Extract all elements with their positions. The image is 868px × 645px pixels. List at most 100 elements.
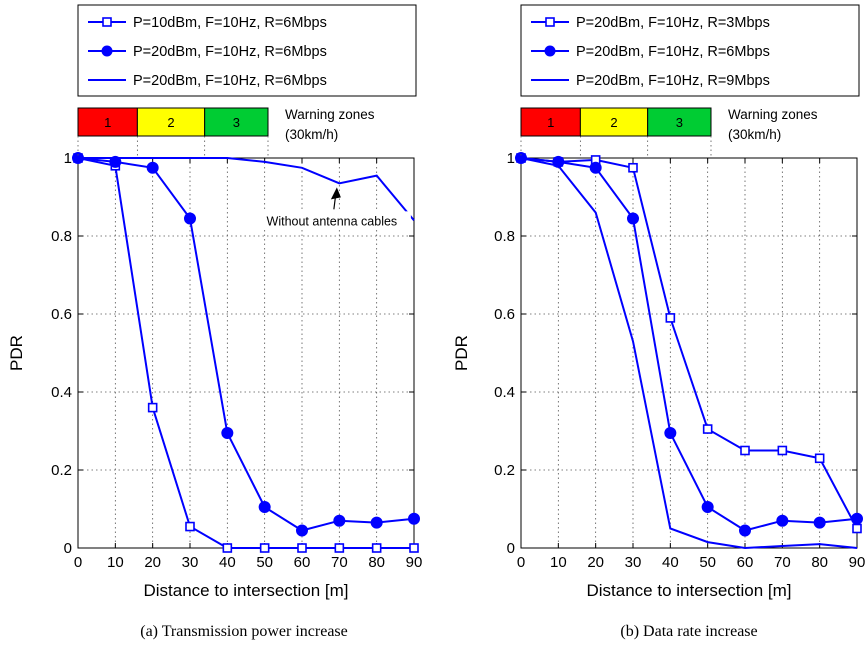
warning-zone-2 — [579, 107, 649, 137]
series-line — [78, 157, 415, 222]
data-point-circle — [776, 514, 789, 527]
chart-panel-a: 0 10 20 30 40 50 60 70 80 90 0 0.2 0.4 0.6 0.8 1 Without… — [7, 4, 423, 640]
data-point-square — [371, 543, 382, 553]
y-tick-label: 0.2 — [51, 462, 72, 479]
data-point-circle — [184, 212, 196, 225]
chart-panel-b: 0 10 20 30 40 50 60 70 80 90 0 0.2 0.4 0.6 0.8 1 1 2 3 Warn… — [452, 4, 866, 640]
data-point-circle — [589, 161, 602, 174]
data-point-square — [222, 543, 233, 553]
legend-marker-square — [545, 17, 555, 27]
y-tick-label: 0 — [64, 540, 72, 557]
legend-entry: P=20dBm, F=10Hz, R=6Mbps — [133, 44, 327, 60]
x-tick-label: 30 — [182, 554, 199, 571]
warning-zone-1 — [77, 107, 138, 137]
x-tick-label: 70 — [331, 554, 348, 571]
warning-zone-3 — [204, 107, 269, 137]
data-point-circle — [813, 516, 826, 529]
y-tick-label: 0.6 — [51, 306, 72, 323]
data-point-circle — [221, 426, 234, 439]
warning-zones-title: Warning zones — [728, 107, 818, 122]
legend-marker-square — [102, 17, 112, 27]
warning-zone-label: 3 — [676, 115, 683, 130]
series-line — [520, 157, 858, 529]
data-point-circle — [627, 212, 639, 225]
warning-zone-label: 1 — [104, 115, 111, 130]
x-tick-label: 60 — [294, 554, 311, 571]
x-tick-label: 20 — [144, 554, 161, 571]
figure-caption: (a) Transmission power increase — [140, 623, 348, 640]
x-axis-label: Distance to intersection [m] — [586, 581, 791, 600]
y-tick-label: 1 — [507, 150, 515, 167]
series-3 — [78, 157, 415, 222]
x-tick-label: 70 — [774, 554, 791, 571]
x-tick-label: 40 — [219, 554, 236, 571]
data-point-circle — [109, 155, 122, 168]
data-point-square — [702, 424, 713, 434]
warning-zones-speed: (30km/h) — [728, 127, 781, 142]
series-line — [520, 157, 858, 550]
y-tick-label: 1 — [64, 150, 72, 167]
plot-frame — [520, 157, 858, 549]
warning-zones-title: Warning zones — [285, 107, 375, 122]
y-tick-label: 0.2 — [494, 462, 515, 479]
data-point-square — [665, 313, 676, 323]
legend-entry: P=20dBm, F=10Hz, R=6Mbps — [576, 44, 770, 60]
data-point-circle — [408, 512, 420, 525]
figure-caption: (b) Data rate increase — [620, 623, 757, 640]
warning-zones-speed: (30km/h) — [285, 127, 338, 142]
x-tick-label: 80 — [368, 554, 385, 571]
x-tick-label: 10 — [107, 554, 124, 571]
annotation-bg — [250, 211, 411, 230]
y-tick-label: 0.8 — [494, 228, 515, 245]
series-2 — [515, 152, 863, 537]
x-tick-label: 60 — [737, 554, 754, 571]
data-point-circle — [739, 524, 751, 537]
data-point-square — [814, 453, 825, 464]
y-tick-label: 0.6 — [494, 306, 515, 323]
data-point-circle — [370, 516, 383, 529]
y-axis-label: PDR — [452, 335, 471, 371]
data-point-square — [334, 543, 345, 553]
x-tick-label: 20 — [587, 554, 604, 571]
x-tick-label: 40 — [662, 554, 679, 571]
x-axis-label: Distance to intersection [m] — [143, 581, 348, 600]
legend-entry: P=20dBm, F=10Hz, R=9Mbps — [576, 73, 770, 89]
series-line — [77, 157, 415, 532]
data-point-square — [259, 543, 270, 553]
data-point-circle — [701, 501, 714, 514]
data-point-circle — [851, 512, 863, 525]
x-tick-label: 80 — [811, 554, 828, 571]
data-point-square — [777, 445, 788, 456]
data-point-circle — [258, 501, 271, 514]
y-tick-label: 0.4 — [494, 384, 515, 401]
data-point-square — [740, 445, 750, 456]
annotation-arrowhead — [330, 187, 341, 200]
annotation-text: Without antenna cables — [267, 214, 398, 228]
x-tick-label: 30 — [625, 554, 642, 571]
y-tick-label: 0 — [507, 540, 515, 557]
warning-zone-label: 2 — [610, 115, 617, 130]
data-point-square — [852, 523, 862, 534]
y-tick-label: 0.8 — [51, 228, 72, 245]
x-tick-label: 90 — [849, 554, 866, 571]
x-tick-label: 10 — [550, 554, 567, 571]
x-tick-label: 90 — [406, 554, 423, 571]
data-point-square — [628, 162, 638, 173]
y-axis-label: PDR — [7, 335, 26, 371]
data-point-square — [409, 543, 419, 553]
y-tick-label: 0.4 — [51, 384, 72, 401]
warning-zone-label: 3 — [233, 115, 240, 130]
data-point-circle — [296, 524, 308, 537]
warning-zone-label: 2 — [167, 115, 174, 130]
x-tick-label: 0 — [74, 554, 82, 571]
data-point-circle — [146, 161, 159, 174]
data-point-square — [297, 543, 307, 553]
series-line — [77, 157, 414, 549]
data-point-circle — [664, 426, 677, 439]
legend-box — [520, 4, 860, 97]
data-point-square — [185, 521, 195, 532]
legend-marker-circle — [101, 45, 113, 57]
legend-entry: P=20dBm, F=10Hz, R=6Mbps — [133, 73, 327, 89]
data-point-circle — [333, 514, 346, 527]
